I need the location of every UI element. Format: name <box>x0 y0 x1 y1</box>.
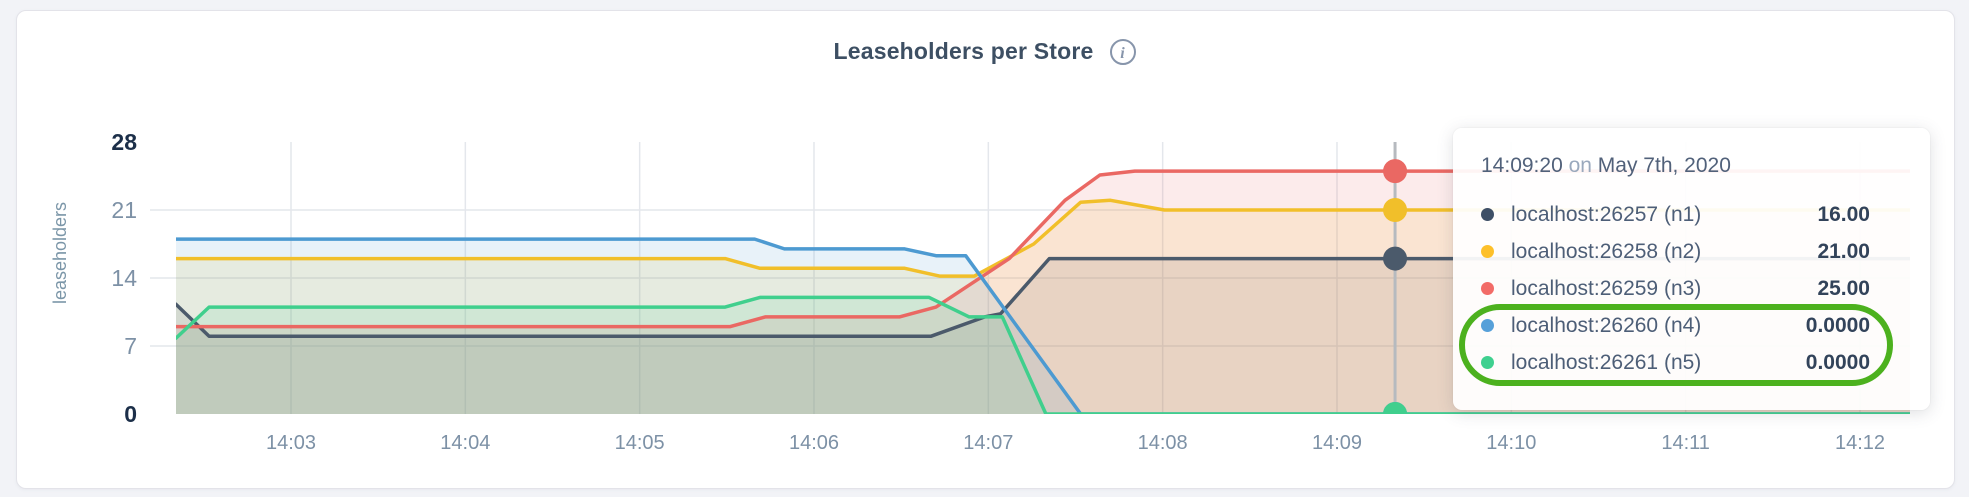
x-tick-label: 14:06 <box>789 432 839 454</box>
chart-header: Leaseholders per Store i <box>0 38 1969 65</box>
x-tick-label: 14:05 <box>615 432 665 454</box>
tooltip-on-word: on <box>1568 154 1592 177</box>
x-tick-label: 14:09 <box>1312 432 1362 454</box>
y-axis-label: leaseholders <box>50 202 70 304</box>
x-tick-label: 14:10 <box>1486 432 1536 454</box>
tooltip-row-n2: localhost:26258 (n2) 21.00 <box>1481 233 1870 270</box>
tooltip-date: May 7th, 2020 <box>1597 154 1731 177</box>
hover-dot <box>1383 159 1408 184</box>
series-name: localhost:26260 (n4) <box>1511 313 1702 337</box>
series-value: 21.00 <box>1817 239 1870 263</box>
series-name: localhost:26259 (n3) <box>1511 276 1702 300</box>
series-area <box>176 239 1910 414</box>
x-tick-label: 14:08 <box>1138 432 1188 454</box>
highlight-annotation <box>1459 304 1893 386</box>
series-name: localhost:26257 (n1) <box>1511 202 1702 226</box>
x-tick-label: 14:11 <box>1661 432 1710 454</box>
y-tick-label: 7 <box>124 333 137 359</box>
tooltip-time: 14:09:20 <box>1481 154 1563 177</box>
series-dot-icon <box>1481 245 1494 258</box>
tooltip-row-n3: localhost:26259 (n3) 25.00 <box>1481 270 1870 307</box>
series-value: 25.00 <box>1817 276 1870 300</box>
series-line <box>176 198 1910 278</box>
x-tick-label: 14:03 <box>266 432 316 454</box>
y-tick-label: 0 <box>124 401 137 427</box>
series-line <box>176 295 1910 414</box>
series-name: localhost:26261 (n5) <box>1511 350 1702 374</box>
series-dot-icon <box>1481 208 1494 221</box>
series-dot-icon <box>1481 282 1494 295</box>
series-value: 16.00 <box>1817 202 1870 226</box>
x-tick-label: 14:07 <box>963 432 1013 454</box>
tooltip-timestamp: 14:09:20 on May 7th, 2020 <box>1481 154 1870 184</box>
hover-dot <box>1383 198 1408 222</box>
y-tick-label: 28 <box>111 129 137 155</box>
y-tick-label: 21 <box>111 197 137 223</box>
chart-tooltip: 14:09:20 on May 7th, 2020 localhost:2625… <box>1453 128 1930 410</box>
tooltip-rows: localhost:26257 (n1) 16.00 localhost:26258… <box>1481 196 1870 381</box>
hover-dot <box>1383 246 1408 271</box>
tooltip-row-n1: localhost:26257 (n1) 16.00 <box>1481 196 1870 233</box>
page-title: Leaseholders per Store <box>833 38 1094 64</box>
y-tick-label: 14 <box>111 265 137 291</box>
x-tick-label: 14:04 <box>440 432 490 454</box>
series-line <box>176 237 1910 414</box>
series-line <box>176 169 1910 329</box>
series-name: localhost:26258 (n2) <box>1511 239 1702 263</box>
x-tick-label: 14:12 <box>1835 432 1885 454</box>
info-icon[interactable]: i <box>1109 38 1136 65</box>
hover-dot <box>1383 402 1408 414</box>
